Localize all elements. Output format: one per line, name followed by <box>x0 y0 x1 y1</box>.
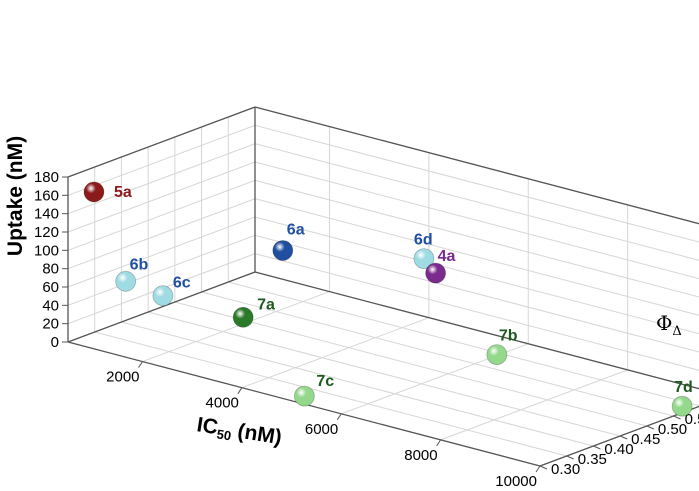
z-tick-label: 0.35 <box>578 451 607 468</box>
point-label-6d: 6d <box>414 232 433 249</box>
z-tick-mark <box>646 425 655 430</box>
z-tick-mark <box>619 435 628 440</box>
back-wall-grid-line <box>254 216 699 335</box>
x-axis-title-sub: 50 <box>216 426 233 443</box>
axis-frame-edge <box>67 106 256 178</box>
point-label-6a: 6a <box>287 221 305 238</box>
floor-grid-line <box>241 317 430 389</box>
left-wall-grid-line <box>67 216 256 288</box>
data-point-6b <box>115 270 137 292</box>
y-tick-label: 140 <box>34 206 59 223</box>
z-tick-label: 0.50 <box>658 421 687 438</box>
x-tick-label: 8000 <box>404 447 437 464</box>
z-tick-label: 0.30 <box>551 461 580 478</box>
floor-grid-line <box>142 291 330 363</box>
data-point-6d <box>413 248 435 270</box>
x-axis-title-unit: (nM) <box>230 419 283 450</box>
back-wall-grid-line <box>254 198 699 316</box>
floor-grid-line <box>94 331 567 457</box>
y-tick-label: 120 <box>34 224 59 241</box>
y-tick-label: 180 <box>34 169 59 186</box>
x-tick-label: 4000 <box>206 395 239 412</box>
data-point-6c <box>152 285 174 307</box>
y-axis-title: Uptake (nM) <box>4 136 27 256</box>
left-wall-grid-line <box>67 198 256 270</box>
x-tick-mark <box>138 361 143 368</box>
data-point-7c <box>293 385 315 407</box>
floor-grid-line <box>201 291 674 417</box>
back-wall-grid-line <box>254 161 699 280</box>
y-tick-label: 20 <box>42 316 59 333</box>
axis-frame-edge <box>254 271 699 390</box>
x-tick-mark <box>336 413 342 421</box>
x-tick-mark <box>535 465 541 473</box>
x-tick-label: 6000 <box>305 421 338 438</box>
data-points: 5a 6a 6b 6c 6d 4a 7a 7b 7c 7d <box>83 181 693 417</box>
back-wall-grid-line <box>254 106 699 225</box>
point-label-7a: 7a <box>257 296 275 313</box>
data-point-7b <box>486 344 508 366</box>
data-point-4a <box>425 262 446 284</box>
floor-grid-line <box>174 301 647 427</box>
z-axis-title-sub: Δ <box>672 324 681 339</box>
point-label-6c: 6c <box>173 275 191 292</box>
back-wall-grid-line <box>254 124 699 243</box>
floor-grid-line <box>121 321 594 447</box>
left-wall-grid-line <box>67 143 256 215</box>
axis-frame-edge <box>539 405 699 467</box>
axis-frame-edge <box>67 271 256 343</box>
point-label-7b: 7b <box>499 328 518 345</box>
z-tick-label: 0.45 <box>631 431 660 448</box>
point-label-7d: 7d <box>674 379 693 396</box>
point-label-5a: 5a <box>114 184 132 201</box>
back-wall-grid-line <box>254 179 699 298</box>
z-tick-mark <box>539 465 548 470</box>
x-tick-label: 2000 <box>106 369 139 386</box>
z-tick-mark <box>673 415 681 420</box>
left-wall-grid-line <box>67 179 256 251</box>
axis-frame-edge <box>254 106 699 225</box>
back-wall-grid-line <box>254 234 699 353</box>
x-tick-label: 10000 <box>495 473 537 490</box>
x-axis-title-main: IC <box>195 413 219 439</box>
floor-grid-line <box>148 311 621 437</box>
floor-grid-line <box>440 369 628 441</box>
z-axis-title: ΦΔ <box>656 311 682 339</box>
left-wall-grid-line <box>67 234 256 306</box>
point-label-7c: 7c <box>316 373 334 390</box>
point-label-4a: 4a <box>438 248 456 265</box>
y-tick-label: 40 <box>42 297 59 314</box>
x-axis-title: IC50 (nM) <box>195 413 283 451</box>
z-tick-mark <box>593 445 601 450</box>
left-wall-grid-line <box>67 161 256 233</box>
back-wall-grid-line <box>254 253 699 371</box>
floor-grid-line <box>228 281 699 407</box>
back-wall-grid-line <box>254 143 699 261</box>
x-tick-mark <box>237 387 243 394</box>
y-tick-label: 100 <box>34 242 59 259</box>
y-tick-label: 60 <box>42 279 59 296</box>
x-tick-mark <box>436 439 442 447</box>
data-point-7d <box>671 395 693 417</box>
z-tick-label: 0.40 <box>604 441 633 458</box>
point-label-6b: 6b <box>130 256 149 273</box>
y-tick-label: 160 <box>34 187 59 204</box>
data-point-6a <box>272 240 294 261</box>
y-tick-label: 0 <box>51 334 59 351</box>
data-point-7a <box>232 306 254 328</box>
z-tick-label: 0.55 <box>685 411 699 428</box>
z-axis-title-main: Φ <box>656 311 672 335</box>
z-tick-mark <box>566 455 574 460</box>
y-tick-label: 80 <box>42 261 59 278</box>
data-point-5a <box>83 181 105 203</box>
